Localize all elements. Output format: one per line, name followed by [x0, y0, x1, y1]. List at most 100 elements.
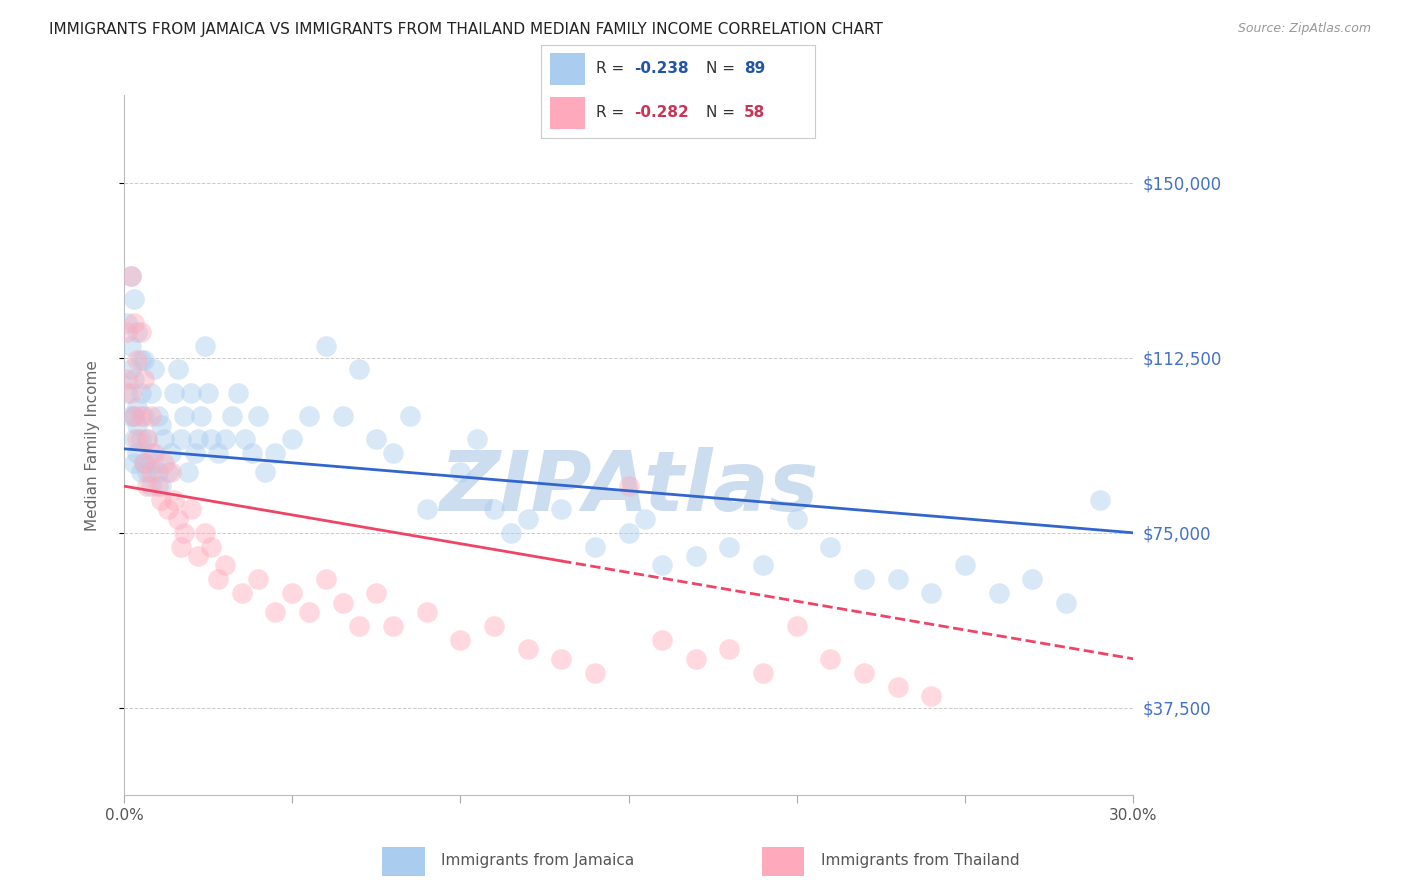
Point [127, 325, 149, 339]
Point [315, 573, 337, 587]
Point [180, 502, 202, 516]
Point [221, 409, 243, 423]
Point [132, 353, 155, 368]
Point [122, 372, 145, 386]
Point [129, 385, 152, 400]
Text: Source: ZipAtlas.com: Source: ZipAtlas.com [1237, 22, 1371, 36]
Point [718, 642, 741, 657]
Point [651, 633, 673, 648]
Point [120, 362, 142, 376]
Point [136, 433, 159, 447]
Point [298, 409, 321, 423]
Point [173, 409, 195, 423]
Point [160, 446, 183, 460]
Point [240, 446, 263, 460]
Point [190, 409, 212, 423]
Point [247, 573, 270, 587]
Text: -0.238: -0.238 [634, 62, 689, 77]
Point [583, 665, 606, 680]
Point [127, 353, 149, 368]
Point [163, 493, 186, 508]
Text: 89: 89 [744, 62, 765, 77]
Point [166, 362, 188, 376]
Point [139, 385, 162, 400]
Point [886, 680, 908, 694]
Point [226, 385, 249, 400]
Point [516, 512, 538, 526]
Point [143, 456, 166, 470]
Point [449, 465, 471, 479]
Point [117, 316, 139, 330]
Point [122, 433, 145, 447]
Point [298, 605, 321, 619]
Point [136, 465, 159, 479]
Point [550, 502, 572, 516]
Point [183, 446, 205, 460]
Point [132, 456, 155, 470]
Point [139, 409, 162, 423]
Point [516, 642, 538, 657]
Text: IMMIGRANTS FROM JAMAICA VS IMMIGRANTS FROM THAILAND MEDIAN FAMILY INCOME CORRELA: IMMIGRANTS FROM JAMAICA VS IMMIGRANTS FR… [49, 22, 883, 37]
Point [617, 479, 640, 493]
Point [187, 549, 209, 563]
Point [139, 479, 162, 493]
Point [207, 446, 229, 460]
FancyBboxPatch shape [762, 847, 804, 876]
Point [264, 605, 287, 619]
Point [214, 433, 236, 447]
Point [177, 465, 200, 479]
Point [129, 353, 152, 368]
Point [180, 385, 202, 400]
Point [143, 362, 166, 376]
Point [207, 573, 229, 587]
Point [120, 339, 142, 353]
Point [349, 362, 371, 376]
Point [160, 465, 183, 479]
Point [449, 633, 471, 648]
Point [139, 465, 162, 479]
Point [382, 446, 405, 460]
Point [752, 558, 775, 573]
Point [617, 525, 640, 540]
Point [149, 418, 172, 433]
Point [281, 586, 304, 600]
Point [685, 652, 707, 666]
Point [153, 433, 176, 447]
Point [156, 502, 179, 516]
Point [200, 540, 222, 554]
Point [233, 433, 256, 447]
Point [685, 549, 707, 563]
Point [752, 665, 775, 680]
Point [173, 525, 195, 540]
Point [127, 433, 149, 447]
Point [163, 385, 186, 400]
Point [197, 385, 219, 400]
Point [117, 372, 139, 386]
Text: N =: N = [706, 105, 740, 120]
Text: -0.282: -0.282 [634, 105, 689, 120]
Y-axis label: Median Family Income: Median Family Income [86, 359, 100, 531]
Point [127, 446, 149, 460]
Point [149, 479, 172, 493]
Point [146, 479, 169, 493]
Point [1021, 573, 1043, 587]
Point [146, 409, 169, 423]
Point [170, 540, 193, 554]
Point [465, 433, 488, 447]
Point [166, 512, 188, 526]
Point [415, 502, 437, 516]
Point [499, 525, 522, 540]
Point [718, 540, 741, 554]
Text: Immigrants from Thailand: Immigrants from Thailand [821, 854, 1019, 868]
Point [117, 325, 139, 339]
Point [634, 512, 657, 526]
Point [820, 540, 842, 554]
Point [122, 316, 145, 330]
Point [264, 446, 287, 460]
Point [143, 446, 166, 460]
Point [1088, 493, 1111, 508]
Point [129, 465, 152, 479]
Point [920, 586, 942, 600]
Point [156, 465, 179, 479]
Text: R =: R = [596, 62, 630, 77]
